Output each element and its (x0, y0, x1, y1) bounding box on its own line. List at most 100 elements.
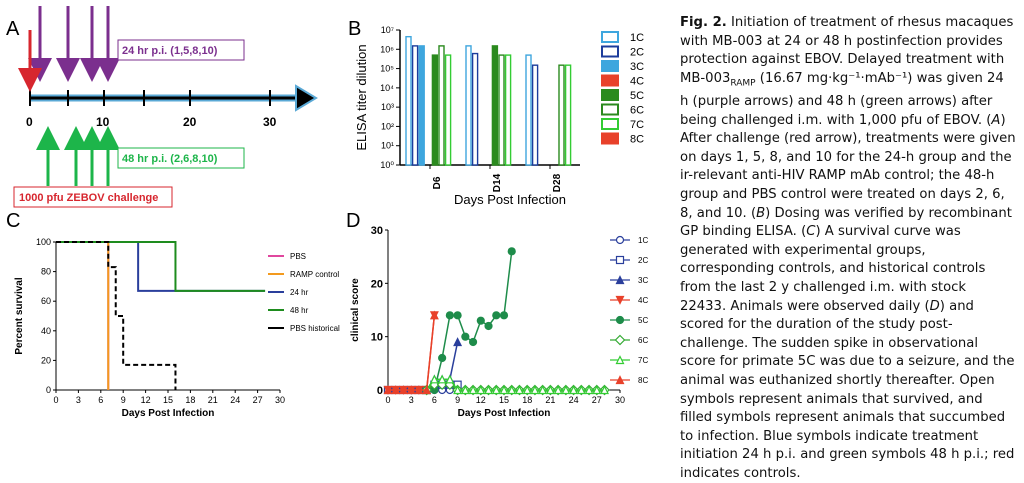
c-series-line (56, 241, 266, 292)
caption-fig: Fig. 2. (680, 15, 727, 30)
d-xtick-label: 0 (385, 395, 390, 405)
d-point (453, 311, 462, 320)
box-48hr-text: 48 hr p.i. (2,6,8,10) (122, 153, 218, 165)
tick-0: 0 (26, 115, 33, 129)
box-challenge (13, 186, 173, 208)
b-xlabel: Days Post Infection (454, 192, 566, 207)
d-point (584, 385, 594, 395)
d-series-line (426, 251, 513, 391)
d-point (576, 385, 586, 395)
d-point (429, 374, 439, 384)
b-legend-swatch (601, 89, 619, 101)
c-xlabel: Days Post Infection (122, 408, 215, 419)
tick-30: 30 (263, 115, 277, 129)
b-ytick-label: 10⁶ (380, 44, 394, 54)
b-legend-label: 4C (630, 76, 644, 88)
b-legend-swatch (601, 60, 619, 72)
d-xtick-label: 27 (592, 395, 602, 405)
c-series-line (56, 241, 110, 390)
b-ytick-label: 10³ (381, 102, 394, 112)
c-xtick-label: 24 (230, 395, 240, 405)
d-point (499, 311, 509, 320)
c-series-line (56, 241, 177, 390)
d-point (445, 311, 454, 320)
b-ytick-label: 10⁵ (380, 64, 394, 74)
panel-a-label: A (6, 18, 20, 40)
c-ytick-label: 0 (46, 385, 51, 395)
c-xtick-label: 27 (253, 395, 263, 405)
b-ytick-label: 10⁴ (380, 83, 394, 93)
d-point (561, 385, 571, 395)
d-point (414, 385, 424, 395)
d-series-line (388, 315, 436, 391)
b-legend-label: 3C (630, 61, 644, 73)
d-ylabel: clinical score (350, 278, 361, 342)
c-series-line (56, 241, 266, 292)
d-xtick-label: 9 (455, 395, 460, 405)
d-point (484, 385, 494, 395)
d-point (530, 385, 540, 395)
d-legend-label: 5C (638, 316, 648, 325)
d-point (429, 310, 439, 320)
d-point (460, 385, 470, 395)
b-legend-label: 6C (630, 105, 644, 117)
tick-20: 20 (183, 115, 197, 129)
d-point (538, 385, 548, 395)
b-legend-swatch (601, 31, 619, 43)
panel-c-chart: 0 20 40 60 80 100 0 3 6 9 12 15 18 21 24 27 30 Percent su… (14, 237, 340, 419)
d-point (615, 355, 625, 365)
d-point (398, 385, 408, 395)
d-legend-label: 2C (638, 256, 648, 265)
d-legend-label: 7C (638, 356, 648, 365)
c-legend-label: 48 hr (290, 306, 309, 315)
b-legend-swatch (601, 45, 619, 58)
d-point (476, 385, 486, 395)
b-bar (444, 54, 452, 166)
d-legend-label: 3C (638, 276, 648, 285)
panel-c-label: C (6, 210, 21, 232)
b-legend-label: 7C (630, 119, 644, 131)
c-ytick-label: 100 (36, 237, 51, 247)
d-point (507, 247, 516, 256)
caption-s1sub: RAMP (730, 78, 756, 89)
d-point (615, 275, 625, 285)
b-bar (405, 35, 412, 166)
d-point (383, 385, 393, 395)
c-legend-label: PBS (290, 252, 306, 261)
c-xtick-label: 0 (53, 395, 58, 405)
c-ytick-label: 40 (41, 326, 51, 336)
d-legend-label: 1C (638, 236, 648, 245)
b-bar (525, 54, 532, 166)
b-ylabel: ELISA titer dilution (354, 44, 369, 150)
d-point (615, 255, 625, 265)
b-legend-label: 1C (630, 32, 644, 44)
d-xtick-label: 21 (545, 395, 555, 405)
d-point (600, 385, 610, 395)
d-point (615, 315, 625, 325)
c-xtick-label: 3 (76, 395, 81, 405)
figure-caption: Fig. 2. Initiation of treatment of rhesu… (680, 15, 1016, 481)
c-xtick-label: 30 (275, 395, 285, 405)
box-24hr (117, 39, 245, 61)
c-xtick-label: 12 (141, 395, 151, 405)
b-legend-swatch (601, 132, 619, 145)
b-ytick-label: 10² (381, 121, 394, 131)
c-ylabel: Percent survival (14, 277, 25, 354)
b-bar (531, 64, 539, 166)
d-point (514, 385, 524, 395)
b-bar (491, 45, 499, 166)
d-ytick-label: 0 (377, 385, 383, 397)
d-legend-label: 6C (638, 336, 648, 345)
d-point (499, 385, 509, 395)
d-legend-label: 4C (638, 296, 648, 305)
d-xtick-label: 3 (409, 395, 414, 405)
b-legend-swatch (601, 103, 619, 116)
d-xtick-label: 30 (615, 395, 625, 405)
c-legend-label: RAMP control (290, 270, 339, 279)
d-point (476, 316, 485, 325)
box-challenge-text: 1000 pfu ZEBOV challenge (19, 192, 158, 204)
b-ytick-label: 10⁷ (381, 25, 394, 35)
b-legend-label: 8C (630, 134, 644, 146)
b-bar (564, 64, 572, 166)
panel-b-label: B (348, 18, 362, 40)
